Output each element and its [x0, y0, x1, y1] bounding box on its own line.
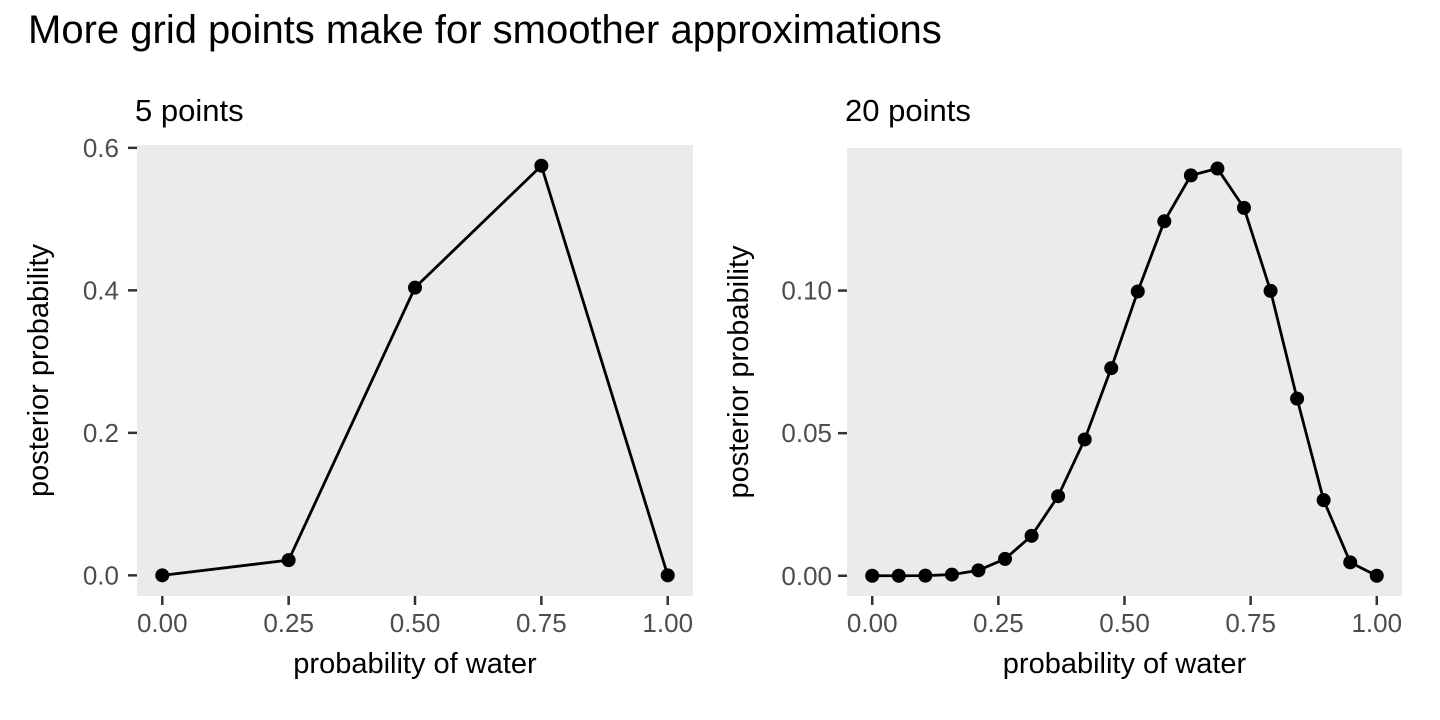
x-axis-tick-label: 0.75: [516, 608, 567, 638]
data-point: [660, 568, 675, 583]
y-axis-tick-label: 0.6: [83, 133, 119, 163]
x-axis-tick-label: 0.25: [973, 608, 1024, 638]
x-axis-title: probability of water: [293, 648, 537, 680]
data-point: [998, 551, 1013, 566]
data-point: [1183, 168, 1198, 183]
x-axis-tick-label: 0.75: [1225, 608, 1276, 638]
data-point: [1343, 555, 1358, 570]
x-axis-tick-label: 1.00: [1351, 608, 1402, 638]
y-axis-title: posterior probability: [723, 245, 755, 499]
data-point: [1130, 284, 1145, 299]
chart-5-points: 0.00 0.25 0.50 0.75 1.00 0.0 0.2 0.4 0.6 5 points…: [23, 93, 693, 680]
y-axis-tick-label: 0.10: [781, 276, 832, 306]
x-axis-tick-label: 0.00: [847, 608, 898, 638]
data-point: [1051, 489, 1066, 504]
x-axis-tick-label: 0.00: [137, 608, 188, 638]
panel-background: [137, 145, 693, 596]
data-point: [1157, 214, 1172, 229]
y-axis-tick-label: 0.0: [83, 560, 119, 590]
x-axis-title: probability of water: [1003, 648, 1247, 680]
data-point: [891, 568, 906, 583]
data-point: [918, 568, 933, 583]
y-axis-tick-label: 0.2: [83, 418, 119, 448]
x-axis-tick-label: 0.50: [390, 608, 441, 638]
x-axis-tick-label: 1.00: [642, 608, 693, 638]
panel-title: 20 points: [845, 93, 971, 128]
x-axis-tick-label: 0.25: [263, 608, 314, 638]
data-point: [1104, 361, 1119, 376]
y-axis-tick-label: 0.4: [83, 275, 119, 305]
data-point: [1236, 200, 1251, 215]
panel-background: [847, 148, 1402, 596]
chart-20-points: 0.00 0.25 0.50 0.75 1.00 0.00 0.05 0.10 20 point…: [723, 93, 1402, 680]
y-axis-title: posterior probability: [23, 243, 55, 497]
data-point: [1210, 161, 1225, 176]
data-point: [1290, 391, 1305, 406]
data-point: [281, 553, 296, 568]
x-axis-tick-label: 0.50: [1099, 608, 1150, 638]
data-point: [865, 568, 880, 583]
data-point: [408, 280, 422, 295]
panel-title: 5 points: [135, 93, 244, 128]
data-point: [944, 567, 959, 582]
data-point: [1024, 528, 1039, 543]
data-point: [534, 158, 549, 173]
data-point: [1077, 432, 1092, 447]
y-axis-tick-label: 0.05: [781, 418, 832, 448]
data-point: [971, 563, 986, 578]
data-point: [155, 568, 170, 583]
figure-title: More grid points make for smoother appro…: [28, 8, 942, 52]
data-point: [1263, 283, 1278, 298]
data-point: [1316, 493, 1331, 508]
y-axis-tick-label: 0.00: [781, 561, 832, 591]
data-point: [1369, 568, 1384, 583]
